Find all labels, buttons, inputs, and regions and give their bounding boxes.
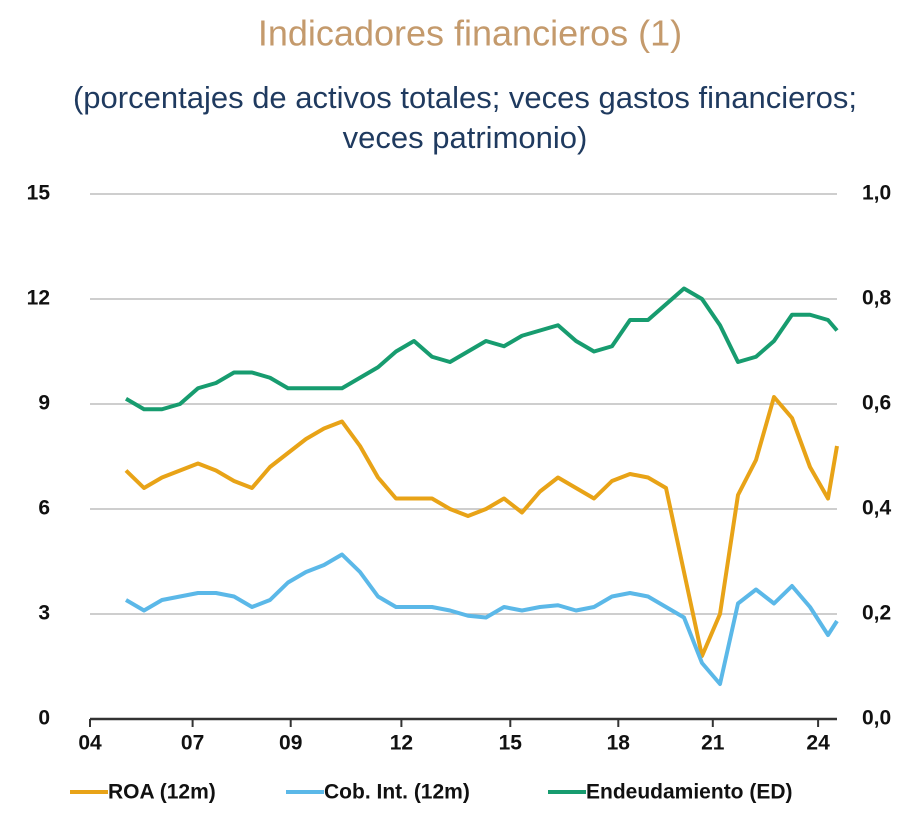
- y2-tick-label: 0,4: [862, 497, 892, 520]
- y-tick-label: 6: [38, 497, 50, 520]
- y-tick-label: 3: [38, 602, 50, 625]
- x-tick-label: 15: [499, 732, 523, 755]
- x-tick-label: 04: [78, 732, 102, 755]
- y2-tick-label: 0,0: [862, 707, 891, 730]
- legend-label: ROA (12m): [108, 781, 216, 804]
- y-tick-label: 15: [27, 182, 51, 205]
- series-line: [124, 552, 839, 686]
- x-tick-label: 24: [806, 732, 830, 755]
- legend-label: Endeudamiento (ED): [586, 781, 793, 804]
- y2-tick-label: 0,2: [862, 602, 891, 625]
- y-tick-label: 0: [38, 707, 50, 730]
- series-line: [124, 286, 839, 412]
- y2-tick-label: 1,0: [862, 182, 891, 205]
- x-tick-label: 07: [181, 732, 204, 755]
- x-tick-label: 12: [390, 732, 413, 755]
- y2-tick-label: 0,6: [862, 392, 891, 415]
- chart-title: Indicadores financieros (1): [258, 13, 682, 54]
- y-tick-label: 12: [27, 287, 50, 310]
- y2-tick-label: 0,8: [862, 287, 892, 310]
- chart-subtitle: (porcentajes de activos totales; veces g…: [72, 80, 858, 155]
- y-tick-label: 9: [38, 392, 50, 415]
- subtitle-box: (porcentajes de activos totales; veces g…: [72, 80, 858, 155]
- series-line: [124, 395, 839, 658]
- x-tick-label: 09: [279, 732, 302, 755]
- x-tick-label: 21: [701, 732, 725, 755]
- x-tick-label: 18: [607, 732, 631, 755]
- legend-label: Cob. Int. (12m): [324, 781, 470, 804]
